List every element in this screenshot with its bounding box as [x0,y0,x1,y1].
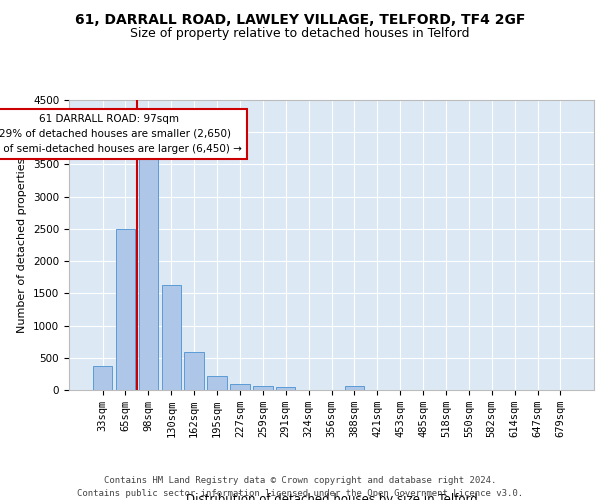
Y-axis label: Number of detached properties: Number of detached properties [17,158,28,332]
Bar [276,388,295,390]
Bar [184,352,204,390]
Bar [139,150,158,390]
Text: 61 DARRALL ROAD: 97sqm
← 29% of detached houses are smaller (2,650)
70% of semi-: 61 DARRALL ROAD: 97sqm ← 29% of detached… [0,114,241,154]
Bar [93,366,112,390]
Bar [230,384,250,390]
Text: Size of property relative to detached houses in Telford: Size of property relative to detached ho… [130,28,470,40]
Bar [161,285,181,390]
X-axis label: Distribution of detached houses by size in Telford: Distribution of detached houses by size … [185,493,478,500]
Bar [208,376,227,390]
Text: 61, DARRALL ROAD, LAWLEY VILLAGE, TELFORD, TF4 2GF: 61, DARRALL ROAD, LAWLEY VILLAGE, TELFOR… [75,12,525,26]
Bar [344,386,364,390]
Bar [116,229,135,390]
Text: Contains HM Land Registry data © Crown copyright and database right 2024.
Contai: Contains HM Land Registry data © Crown c… [77,476,523,498]
Bar [253,386,272,390]
